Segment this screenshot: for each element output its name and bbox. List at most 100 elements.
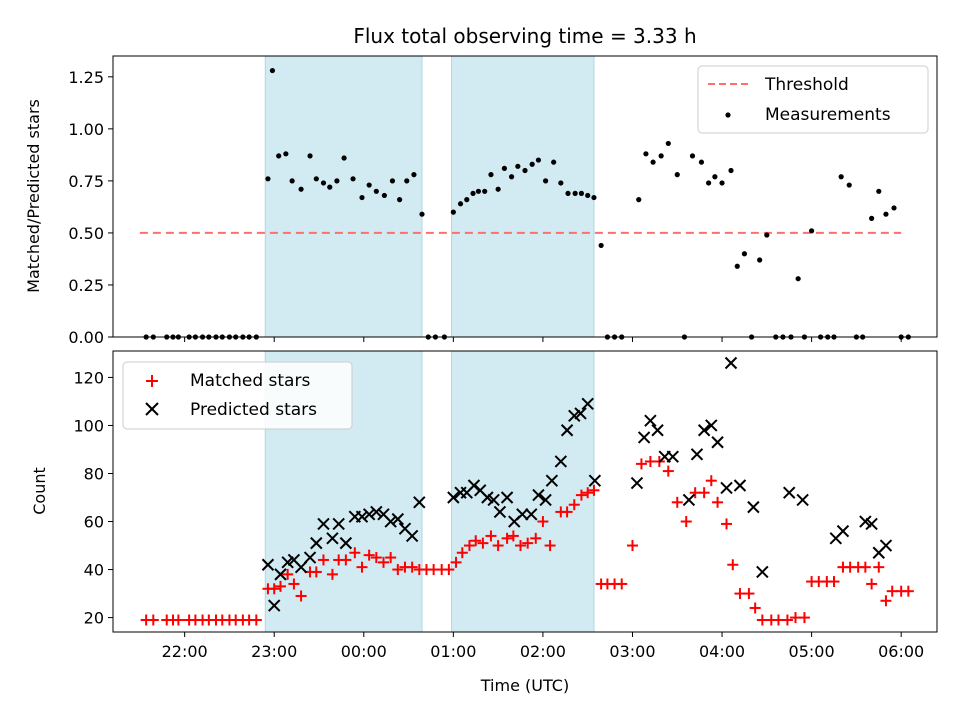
measurement-point [869,215,875,221]
predicted-star-marker [554,455,568,468]
measurement-point [411,172,417,178]
predicted-star-marker [637,431,651,444]
matched-star-marker [635,458,647,470]
matched-star-marker [866,578,878,590]
top-legend-box [697,65,929,134]
predicted-star-marker [447,491,460,504]
predicted-star-marker [525,508,538,521]
measurement-point [734,263,740,269]
measurement-point [359,194,365,201]
measurement-point [757,257,763,263]
x-tick-label: 03:00 [609,642,655,661]
predicted-star-marker [733,479,747,492]
bot-shaded-interval-1 [451,350,595,633]
measurement-point [501,165,507,171]
matched-star-marker [463,540,475,552]
measurement-point [728,167,734,174]
matched-star-marker [282,568,294,580]
predicted-star-marker [405,529,419,543]
x-tick-label: 05:00 [789,642,835,661]
measurement-point [689,153,696,159]
measurement-point [276,153,282,159]
predicted-star-marker [724,356,738,370]
x-tick-label: 22:00 [162,642,208,661]
predicted-star-marker [339,536,353,550]
predicted-star-marker [317,517,330,531]
x-tick-label: 00:00 [341,642,387,661]
matched-star-marker [326,568,338,580]
matched-star-marker [859,561,871,573]
top-y-axis-label: Matched/Predicted stars [24,99,43,293]
measurement-point [265,176,271,182]
matched-star-marker [295,590,307,602]
predicted-star-marker [682,493,696,507]
top-panel-frame [112,55,938,338]
measurement-point [846,182,852,188]
matched-star-marker [561,506,573,518]
predicted-star-marker [783,486,796,499]
measurement-point [313,176,319,182]
measurement-point [373,188,379,194]
x-axis-label: Time (UTC) [480,676,569,695]
bottom-panel: 22:00 23:00 00:00 01:00 02:00 03:00 04:00 05:00… [30,350,938,695]
measurement-point [543,178,549,184]
matched-star-marker [616,578,628,590]
measurement-point [891,205,897,211]
matched-star-marker [317,554,329,566]
measurement-point [598,242,604,249]
measurement-point [643,151,649,157]
legend-predicted-swatch [145,402,159,416]
measurement-point [795,276,801,282]
top-shaded-interval-1 [451,55,595,338]
measurement-point [283,151,289,157]
matched-star-marker [515,540,527,552]
matched-star-marker [727,559,739,571]
matched-star-marker [662,465,674,477]
top-y-tick-label: 0.25 [68,276,104,295]
matched-star-marker [544,540,556,552]
legend-threshold-label: Threshold [764,75,849,95]
top-y-tick-label: 1.00 [68,120,104,139]
matched-star-marker [385,552,397,564]
bot-y-tick-label: 60 [84,513,104,532]
matched-star-marker [340,554,352,566]
measurement-point [298,186,304,192]
matched-star-marker [828,576,840,588]
bot-y-tick-label: 120 [73,368,104,387]
matched-star-marker [582,487,594,499]
measurement-point [565,190,571,196]
predicted-star-marker [644,414,657,427]
measurement-point [327,184,333,190]
predicted-star-marker [274,568,287,581]
x-tick-label: 01:00 [430,642,476,661]
measurement-point [307,153,313,159]
measurement-point [578,190,585,196]
measurement-point [289,178,295,184]
predicted-star-marker [268,599,281,612]
matched-star-marker [349,547,361,559]
measurement-point [809,228,815,234]
measurement-point [464,197,470,203]
x-tick-label: 23:00 [251,642,297,661]
matched-star-marker [456,547,468,559]
predicted-star-marker [711,436,724,449]
matched-star-marker [370,552,382,564]
matched-star-marker [501,532,513,544]
top-y-tick-label: 1.25 [68,68,104,87]
predicted-star-marker [303,551,317,564]
matched-star-marker [274,580,286,592]
predicted-star-marker [720,481,733,495]
matched-star-marker [749,602,761,614]
x-tick-label: 06:00 [878,642,924,661]
measurement-point [741,251,748,257]
matched-star-marker [485,530,497,542]
measurement-point [508,174,515,180]
measurement-point [488,172,494,178]
matched-star-marker [671,496,683,508]
legend-matched-label: Matched stars [190,371,310,391]
measurement-point [350,176,356,182]
bottom-legend-box [122,361,353,430]
bot-y-tick-label: 20 [84,609,104,628]
predicted-star-marker [865,517,878,531]
measurement-point [341,155,347,161]
